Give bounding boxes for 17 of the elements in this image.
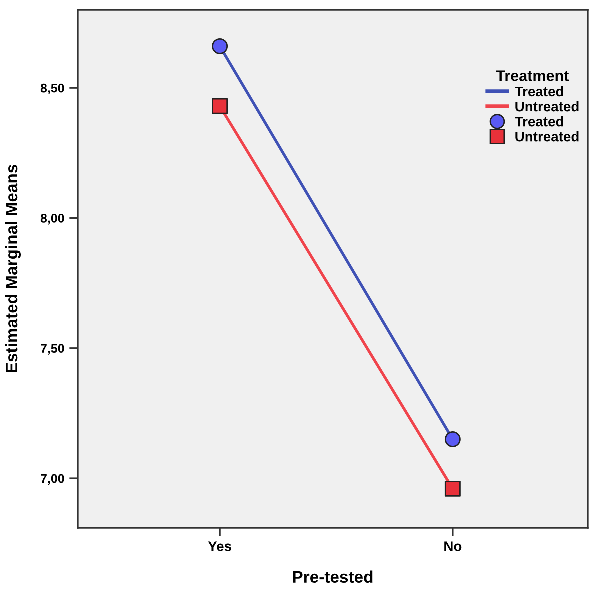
y-tick-label: 8,00 xyxy=(40,214,64,225)
x-tick-label: Yes xyxy=(208,542,232,552)
x-tick-label: No xyxy=(444,542,462,552)
point xyxy=(212,98,228,114)
legend-label: Treated xyxy=(515,116,564,127)
y-tick-label: 7,00 xyxy=(41,474,64,486)
legend-label: Untreated xyxy=(516,101,579,112)
y-tick-label: 8,50 xyxy=(40,84,64,95)
point xyxy=(212,38,228,54)
y-tick-label: 7,50 xyxy=(41,344,64,355)
legend-label: Untreated xyxy=(516,132,579,142)
x-axis-title: Pre-tested xyxy=(293,570,373,584)
point xyxy=(444,432,461,448)
point xyxy=(444,480,461,497)
legend-title: Treatment xyxy=(496,70,569,82)
legend-label: Treated xyxy=(515,86,564,97)
y-axis-title: Estimated Marginal Means xyxy=(5,165,22,373)
